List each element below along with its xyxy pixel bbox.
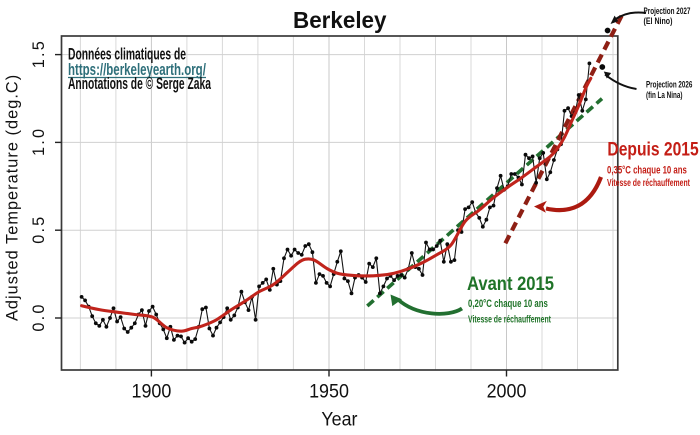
svg-text:Projection 2026: Projection 2026	[646, 79, 693, 90]
svg-text:Vitesse de réchauffement: Vitesse de réchauffement	[607, 177, 690, 189]
svg-text:https://berkeleyearth.org/: https://berkeleyearth.org/	[68, 61, 206, 80]
svg-text:Year: Year	[321, 408, 357, 430]
svg-text:0.5: 0.5	[30, 215, 48, 244]
svg-text:Depuis 2015: Depuis 2015	[607, 138, 698, 160]
svg-text:Données climatiques de: Données climatiques de	[68, 45, 186, 63]
svg-text:Vitesse de réchauffement: Vitesse de réchauffement	[468, 313, 551, 325]
svg-text:Adjusted Temperature (deg.C): Adjusted Temperature (deg.C)	[3, 74, 21, 321]
svg-text:Berkeley: Berkeley	[293, 7, 387, 33]
svg-text:1.5: 1.5	[30, 39, 48, 68]
svg-text:0,35°C chaque 10 ans: 0,35°C chaque 10 ans	[607, 164, 687, 177]
svg-text:1950: 1950	[309, 380, 349, 402]
svg-text:Projection 2027: Projection 2027	[644, 6, 691, 16]
svg-text:0.0: 0.0	[30, 302, 48, 331]
svg-text:Annotations de © Serge Zaka: Annotations de © Serge Zaka	[68, 74, 211, 92]
svg-text:1.0: 1.0	[30, 127, 48, 156]
svg-text:(El Nino): (El Nino)	[644, 16, 673, 26]
svg-text:1900: 1900	[132, 380, 172, 402]
svg-text:0,20°C chaque 10 ans: 0,20°C chaque 10 ans	[468, 298, 548, 311]
svg-text:2000: 2000	[487, 380, 527, 402]
svg-text:(fin La Nina): (fin La Nina)	[646, 90, 683, 100]
svg-text:Avant 2015: Avant 2015	[467, 273, 554, 294]
